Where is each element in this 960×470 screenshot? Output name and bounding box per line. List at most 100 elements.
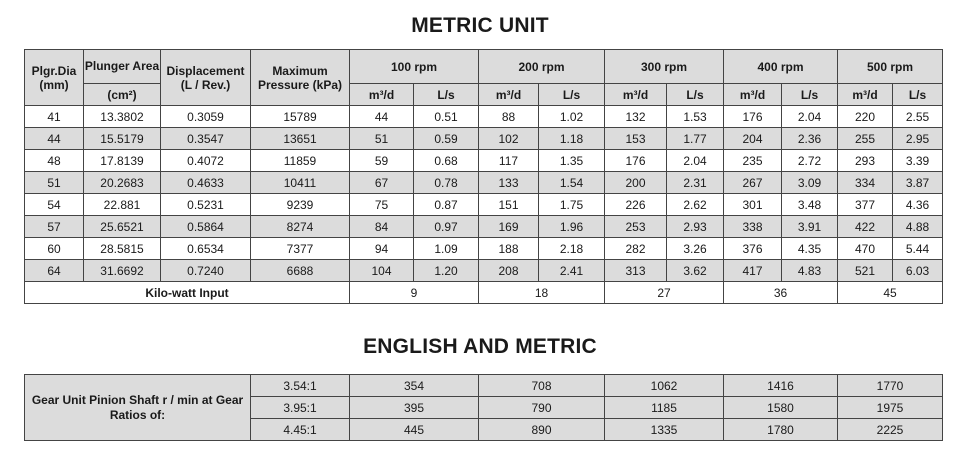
subheader-m3d: m³/d [723, 83, 782, 106]
table-cell: 1062 [604, 374, 724, 397]
table-cell: 4.83 [781, 259, 838, 282]
table-cell: 235 [723, 149, 782, 172]
subheader-ls: L/s [413, 83, 479, 106]
table-cell: 25.6521 [83, 215, 161, 238]
table-cell: 60 [24, 237, 84, 260]
kilowatt-value: 9 [349, 281, 479, 304]
subheader-m3d: m³/d [837, 83, 893, 106]
table-cell: 0.7240 [160, 259, 251, 282]
table-row: 44 15.5179 0.3547 13651 51 0.59 102 1.18 153 1.77… [24, 127, 943, 150]
table-cell: 0.68 [413, 149, 479, 172]
table-cell: 151 [478, 193, 539, 216]
table-cell: 1.77 [666, 127, 724, 150]
table-cell: 2.31 [666, 171, 724, 194]
table-cell: 1.75 [538, 193, 605, 216]
table-cell: 22.881 [83, 193, 161, 216]
table-cell: 0.5231 [160, 193, 251, 216]
table-cell: 422 [837, 215, 893, 238]
header-plunger-area-unit: (cm²) [83, 83, 161, 106]
table-cell: 2.04 [666, 149, 724, 172]
table-cell: 0.51 [413, 105, 479, 128]
table-cell: 176 [723, 105, 782, 128]
table-cell: 890 [478, 418, 605, 441]
table-cell: 417 [723, 259, 782, 282]
gear-ratio-label: Gear Unit Pinion Shaft r / min at Gear R… [24, 374, 251, 441]
table-cell: 0.59 [413, 127, 479, 150]
table-cell: 253 [604, 215, 667, 238]
table-cell: 1.54 [538, 171, 605, 194]
header-rpm: 400 rpm [723, 49, 838, 84]
table-row: 54 22.881 0.5231 9239 75 0.87 151 1.75 226 2.62 30… [24, 193, 943, 216]
subheader-m3d: m³/d [478, 83, 539, 106]
table-cell: 204 [723, 127, 782, 150]
table-cell: 20.2683 [83, 171, 161, 194]
table-cell: 11859 [250, 149, 350, 172]
table-cell: 44 [349, 105, 414, 128]
kilowatt-value: 18 [478, 281, 605, 304]
table-cell: 1.18 [538, 127, 605, 150]
table-cell: 3.48 [781, 193, 838, 216]
table-cell: 2225 [837, 418, 943, 441]
table-row: 48 17.8139 0.4072 11859 59 0.68 117 1.35 176 2.04… [24, 149, 943, 172]
table-cell: 1.09 [413, 237, 479, 260]
table-row: Gear Unit Pinion Shaft r / min at Gear R… [24, 374, 943, 441]
subheader-ls: L/s [538, 83, 605, 106]
table-cell: 1416 [723, 374, 838, 397]
table-cell: 376 [723, 237, 782, 260]
table-cell: 3.91 [781, 215, 838, 238]
table-cell: 102 [478, 127, 539, 150]
table-row: 41 13.3802 0.3059 15789 44 0.51 88 1.02 132 1.53 1… [24, 105, 943, 128]
table-cell: 15.5179 [83, 127, 161, 150]
table-cell: 176 [604, 149, 667, 172]
table-cell: 51 [349, 127, 414, 150]
table-cell: 64 [24, 259, 84, 282]
table-cell: 445 [349, 418, 479, 441]
table-cell: 15789 [250, 105, 350, 128]
header-plunger-area: Plunger Area [83, 49, 161, 84]
table-row: 60 28.5815 0.6534 7377 94 1.09 188 2.18 282 3.26 3… [24, 237, 943, 260]
table-cell: 31.6692 [83, 259, 161, 282]
header-max-pressure: Maximum Pressure (kPa) [250, 49, 350, 106]
table-cell: 521 [837, 259, 893, 282]
table-cell: 301 [723, 193, 782, 216]
table-cell: 2.62 [666, 193, 724, 216]
kilowatt-row: Kilo-watt Input 9 18 27 36 45 [24, 281, 943, 304]
table-cell: 267 [723, 171, 782, 194]
table-cell: 13651 [250, 127, 350, 150]
table-cell: 75 [349, 193, 414, 216]
table-cell: 132 [604, 105, 667, 128]
header-rpm: 300 rpm [604, 49, 724, 84]
table-row: 3.95:1 395 790 1185 1580 1975 [25, 396, 943, 419]
kilowatt-value: 45 [837, 281, 943, 304]
table-cell: 28.5815 [83, 237, 161, 260]
table-cell: 0.87 [413, 193, 479, 216]
table-cell: 41 [24, 105, 84, 128]
table-cell: 200 [604, 171, 667, 194]
table-cell: 3.87 [892, 171, 943, 194]
table-cell: 0.3547 [160, 127, 251, 150]
table-cell: 708 [478, 374, 605, 397]
table-cell: 0.4072 [160, 149, 251, 172]
table-cell: 220 [837, 105, 893, 128]
table-cell: 48 [24, 149, 84, 172]
table-cell: 293 [837, 149, 893, 172]
header-rpm: 500 rpm [837, 49, 943, 84]
table-cell: 1770 [837, 374, 943, 397]
table-cell: 1335 [604, 418, 724, 441]
table-cell: 84 [349, 215, 414, 238]
table-cell: 2.41 [538, 259, 605, 282]
english-metric-title: ENGLISH AND METRIC [363, 335, 597, 358]
table-cell: 1.02 [538, 105, 605, 128]
table-cell: 17.8139 [83, 149, 161, 172]
table-cell: 2.04 [781, 105, 838, 128]
gear-ratio: 3.54:1 [250, 374, 350, 397]
gear-ratio: 3.95:1 [250, 396, 350, 419]
table-cell: 5.44 [892, 237, 943, 260]
table-cell: 133 [478, 171, 539, 194]
kilowatt-label: Kilo-watt Input [24, 281, 350, 304]
table-cell: 51 [24, 171, 84, 194]
table-cell: 1780 [723, 418, 838, 441]
table-row: 51 20.2683 0.4633 10411 67 0.78 133 1.54 200 2.31… [24, 171, 943, 194]
table-cell: 2.36 [781, 127, 838, 150]
table-cell: 1.53 [666, 105, 724, 128]
